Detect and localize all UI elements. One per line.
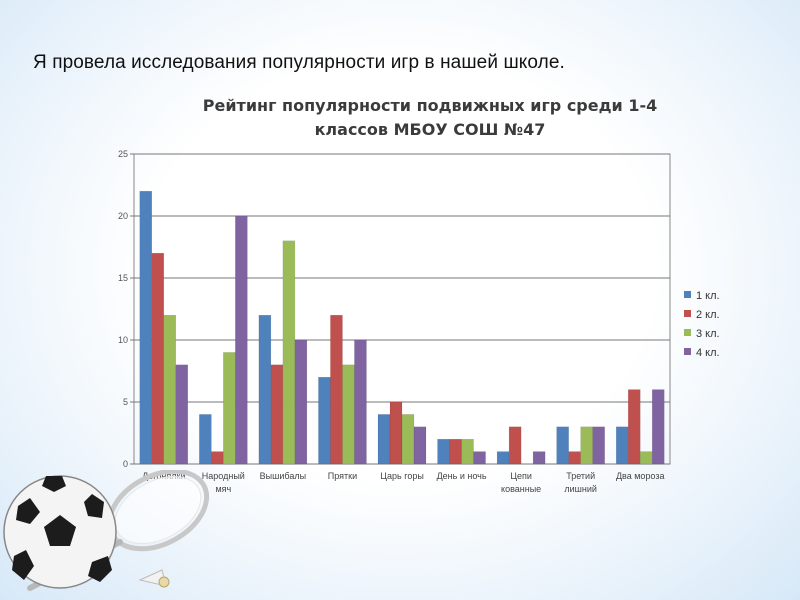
bar	[270, 364, 284, 465]
legend-swatch	[684, 329, 691, 336]
x-category-label: Царь горы	[380, 471, 424, 481]
chart-title-line-1: Рейтинг популярности подвижных игр среди…	[202, 96, 658, 115]
bar	[318, 376, 331, 465]
shuttlecock-icon	[138, 569, 170, 588]
bar	[592, 426, 605, 465]
x-category-label: День и ночь	[437, 471, 487, 481]
bar	[377, 414, 391, 465]
x-category-label: Догонялки	[142, 471, 185, 481]
bar	[330, 314, 343, 465]
y-tick-label: 15	[118, 273, 128, 283]
x-category-label: Народный	[202, 471, 245, 481]
y-tick-label: 5	[123, 397, 128, 407]
bar	[627, 389, 641, 465]
bar	[354, 339, 367, 465]
x-category-label: мяч	[215, 484, 231, 494]
bar	[461, 438, 474, 465]
bar	[389, 401, 403, 465]
legend-label: 3 кл.	[696, 328, 720, 340]
legend-swatch	[684, 310, 691, 317]
x-category-label: кованные	[501, 484, 541, 494]
x-category-label: Два мороза	[616, 471, 665, 481]
bar	[449, 438, 462, 465]
bar	[163, 314, 177, 465]
bar	[651, 389, 665, 465]
x-category-label: Цепи	[510, 471, 532, 481]
bar	[282, 240, 296, 465]
bar	[199, 414, 212, 465]
bar	[508, 426, 522, 465]
y-tick-label: 0	[123, 459, 128, 469]
bar	[211, 451, 224, 465]
bar	[413, 426, 427, 465]
bar	[151, 252, 165, 465]
x-category-label: лишний	[564, 484, 597, 494]
bar	[401, 414, 415, 465]
bar	[532, 451, 546, 465]
bar	[580, 426, 593, 465]
bar	[437, 438, 450, 465]
bar	[235, 215, 248, 465]
bar	[568, 451, 581, 465]
y-tick-label: 25	[118, 149, 128, 159]
bar	[175, 364, 189, 465]
x-category-label: Третий	[566, 471, 595, 481]
bar	[473, 451, 486, 465]
legend-label: 1 кл.	[696, 290, 720, 302]
bar	[294, 339, 308, 465]
y-tick-label: 10	[118, 335, 128, 345]
x-category-label: Прятки	[328, 471, 357, 481]
chart-title: Рейтинг популярности подвижных игр среди…	[150, 94, 710, 142]
bar	[496, 451, 510, 465]
y-tick-label: 20	[118, 211, 128, 221]
bar	[342, 364, 355, 465]
chart-title-line-2: классов МБОУ СОШ №47	[314, 120, 546, 139]
legend-label: 4 кл.	[696, 347, 720, 359]
legend-swatch	[684, 291, 691, 298]
legend-label: 2 кл.	[696, 309, 720, 321]
bar	[556, 426, 569, 465]
sports-decoration	[3, 470, 210, 591]
x-category-label: Вышибалы	[260, 471, 306, 481]
bar	[139, 190, 153, 465]
legend-swatch	[684, 348, 691, 355]
bar	[639, 451, 653, 465]
intro-text: Я провела исследования популярности игр …	[33, 52, 565, 73]
bar	[258, 314, 272, 465]
bar	[615, 426, 629, 465]
bar	[223, 352, 236, 465]
soccer-ball-icon	[3, 475, 117, 589]
